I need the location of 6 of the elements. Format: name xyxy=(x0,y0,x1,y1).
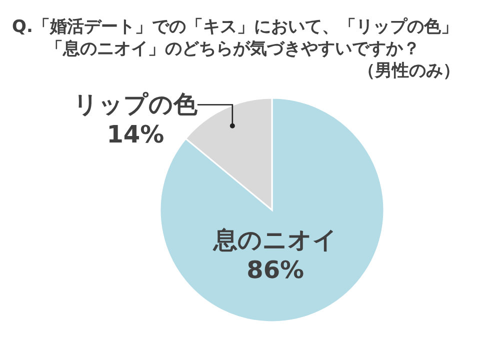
chart-title: Q.「婚活デート」での「キス」において、「リップの色」「息のニオイ」のどちらが気づきやすいですか？ xyxy=(12,16,459,60)
chart-subtitle: （男性のみ） xyxy=(358,60,460,82)
slice-label: 息のニオイ xyxy=(212,226,338,254)
data-label: 86% xyxy=(246,256,304,284)
data-label: 14% xyxy=(106,120,164,149)
slice-label: リップの色 xyxy=(73,90,198,119)
